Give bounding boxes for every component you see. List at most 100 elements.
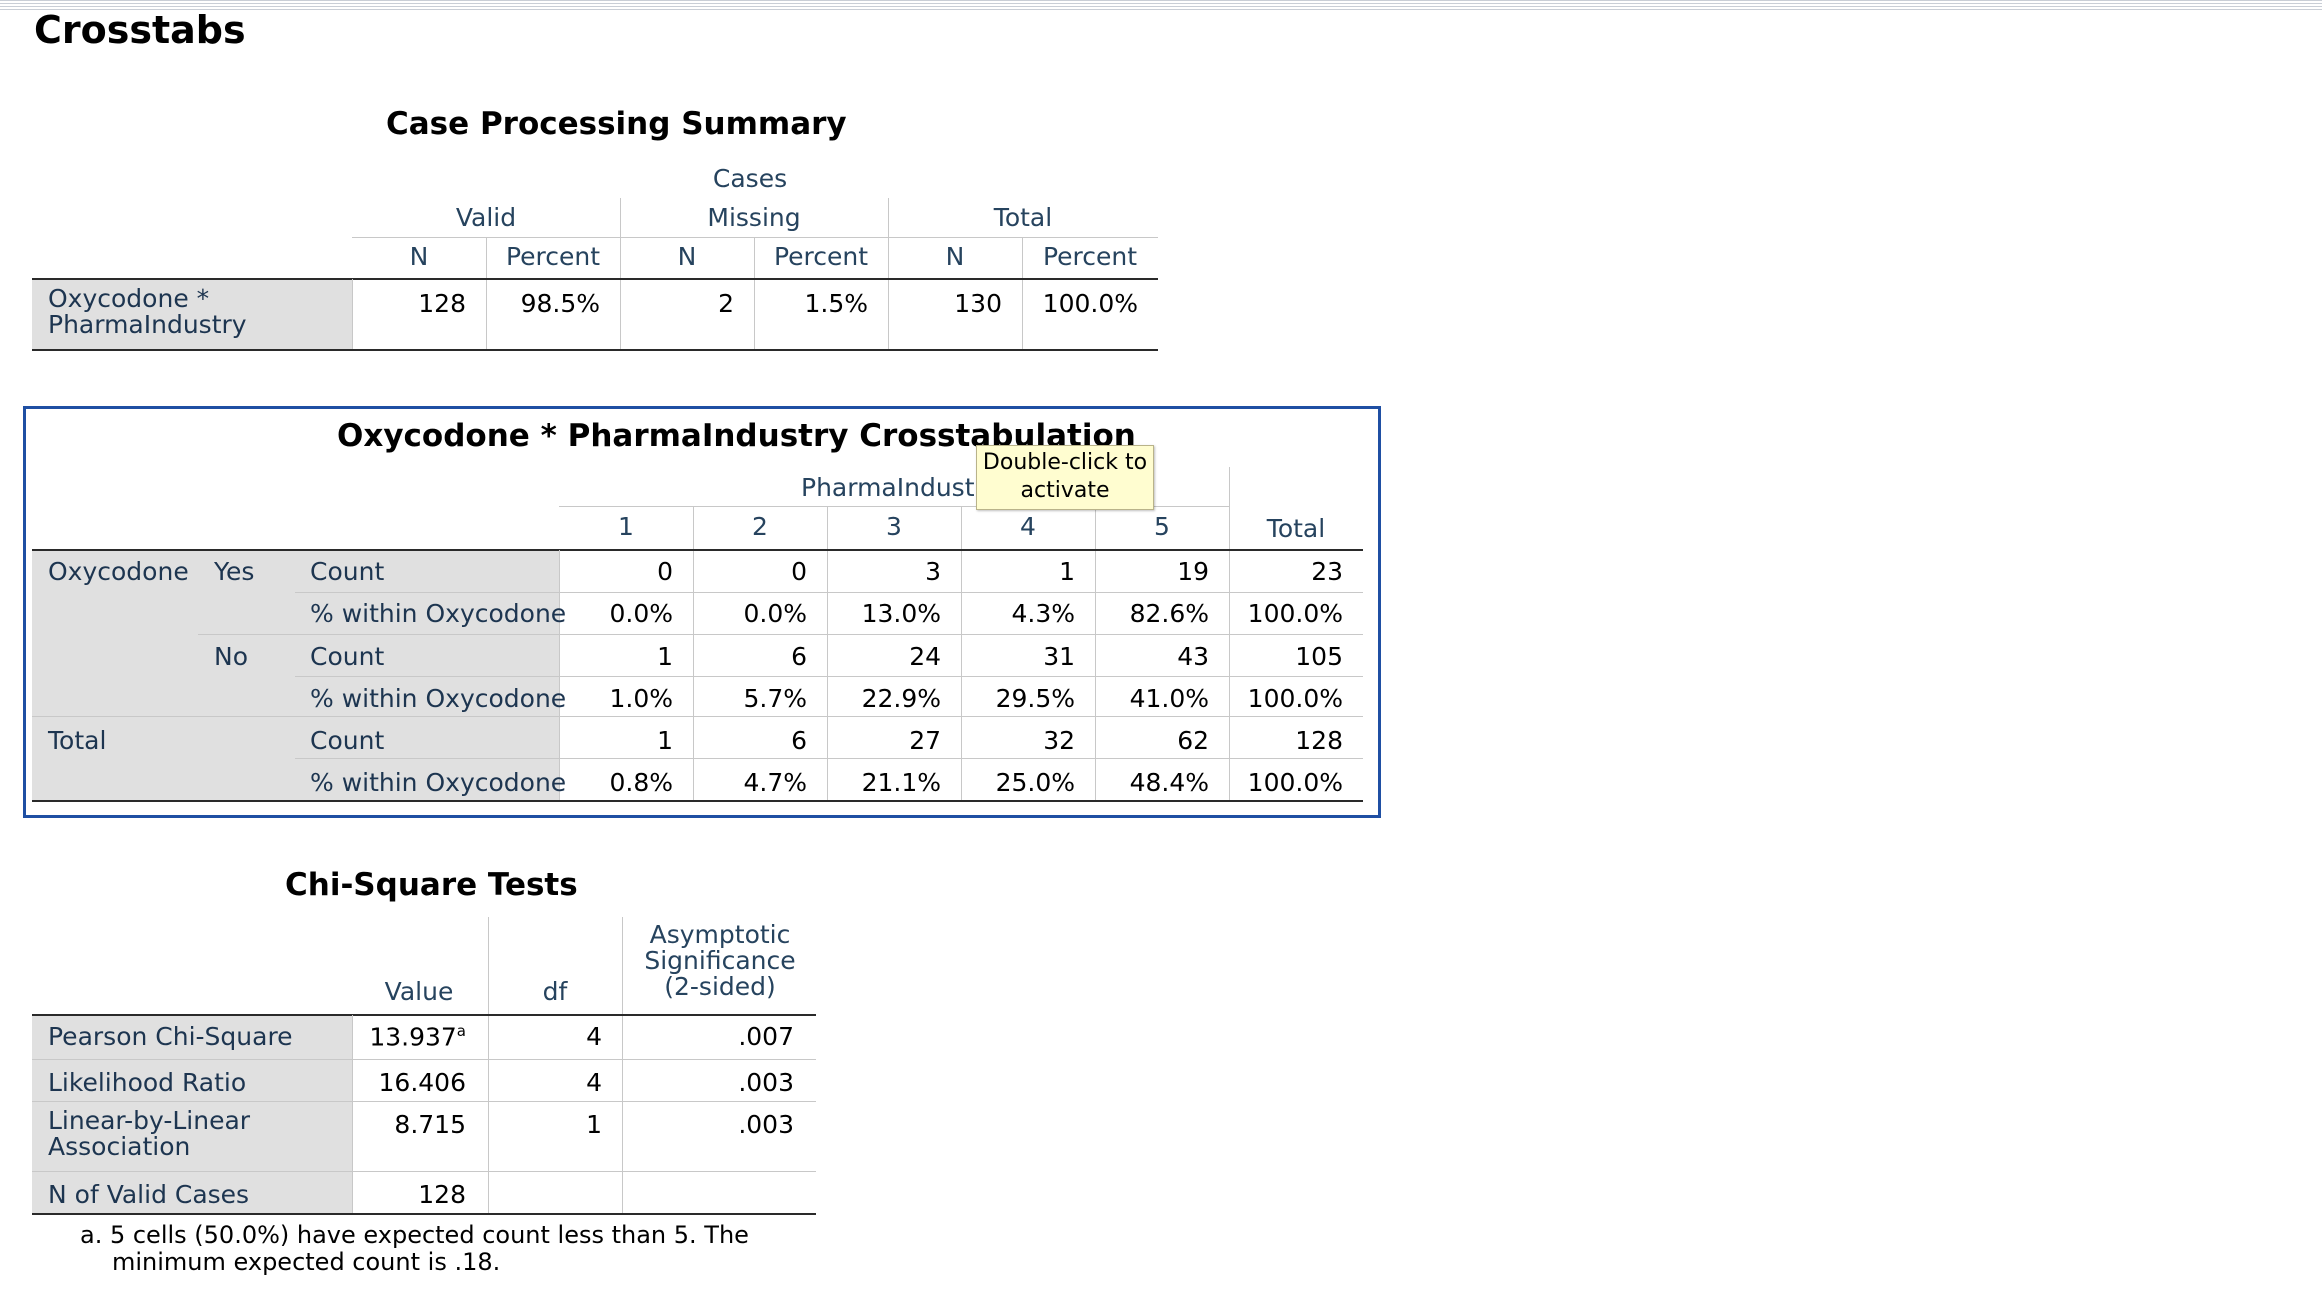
n-valid-value: 128 bbox=[418, 1180, 466, 1209]
stat-label-count: Count bbox=[310, 726, 385, 755]
likelihood-value: 16.406 bbox=[378, 1068, 466, 1097]
table-cell: 22.9% bbox=[861, 684, 941, 713]
row-label-n-valid: N of Valid Cases bbox=[48, 1180, 250, 1209]
divider bbox=[32, 278, 1158, 280]
divider bbox=[1022, 237, 1023, 350]
output-heading: Crosstabs bbox=[34, 8, 246, 52]
subheader-n-missing: N bbox=[677, 242, 697, 271]
table-cell: 0.8% bbox=[609, 768, 673, 797]
group-label-no: No bbox=[214, 642, 248, 671]
table-cell: 21.1% bbox=[861, 768, 941, 797]
divider bbox=[32, 716, 1363, 717]
table-cell: 100.0% bbox=[1247, 684, 1343, 713]
table-cell: 5.7% bbox=[743, 684, 807, 713]
col-header-4: 4 bbox=[1020, 512, 1036, 541]
subheader-n-valid: N bbox=[409, 242, 429, 271]
subheader-n-total: N bbox=[945, 242, 965, 271]
table-cell: 100.0% bbox=[1247, 768, 1343, 797]
table-cell: 6 bbox=[791, 726, 807, 755]
divider bbox=[32, 800, 1363, 802]
divider bbox=[32, 549, 1363, 551]
divider bbox=[32, 349, 1158, 351]
linear-df: 1 bbox=[586, 1110, 602, 1139]
table-cell: 27 bbox=[909, 726, 941, 755]
table-cell: 3 bbox=[925, 557, 941, 586]
pearson-df: 4 bbox=[586, 1022, 602, 1051]
valid-n-value: 128 bbox=[418, 289, 466, 318]
divider bbox=[32, 1213, 816, 1215]
table-cell: 62 bbox=[1177, 726, 1209, 755]
total-n-value: 130 bbox=[954, 289, 1002, 318]
table-cell: 4.3% bbox=[1011, 599, 1075, 628]
group-label-yes: Yes bbox=[214, 557, 255, 586]
divider bbox=[488, 917, 489, 1214]
case-summary-title: Case Processing Summary bbox=[386, 106, 847, 142]
missing-percent-value: 1.5% bbox=[804, 289, 868, 318]
pearson-value: 13.937a bbox=[369, 1022, 466, 1052]
pearson-sig: .007 bbox=[738, 1022, 794, 1051]
table-cell: 1 bbox=[1059, 557, 1075, 586]
table-cell: 24 bbox=[909, 642, 941, 671]
table-cell: 32 bbox=[1043, 726, 1075, 755]
divider bbox=[295, 676, 1363, 677]
table-cell: 0 bbox=[657, 557, 673, 586]
pharmaindustry-header: PharmaIndustry bbox=[801, 473, 1000, 502]
row-label-cell bbox=[32, 279, 352, 350]
col-header-3: 3 bbox=[886, 512, 902, 541]
cases-header: Cases bbox=[712, 164, 788, 193]
table-cell: 25.0% bbox=[995, 768, 1075, 797]
divider bbox=[827, 506, 828, 801]
table-cell: 13.0% bbox=[861, 599, 941, 628]
table-cell: 4.7% bbox=[743, 768, 807, 797]
stat-label-count: Count bbox=[310, 557, 385, 586]
valid-percent-value: 98.5% bbox=[520, 289, 600, 318]
divider bbox=[693, 506, 694, 801]
row-label-likelihood: Likelihood Ratio bbox=[48, 1068, 247, 1097]
case-row-label: Oxycodone * PharmaIndustry bbox=[48, 284, 247, 339]
table-cell: 100.0% bbox=[1247, 599, 1343, 628]
col-header-significance: Asymptotic Significance (2-sided) bbox=[644, 920, 796, 1001]
col-header-total: Total bbox=[1266, 514, 1326, 543]
divider bbox=[1095, 506, 1096, 801]
divider bbox=[198, 634, 1363, 635]
divider bbox=[620, 198, 621, 350]
divider bbox=[352, 1015, 353, 1214]
table-cell: 29.5% bbox=[995, 684, 1075, 713]
stat-label-percent: % within Oxycodone bbox=[310, 684, 567, 713]
row-labels-area bbox=[32, 550, 559, 801]
table-cell: 23 bbox=[1311, 557, 1343, 586]
valid-header: Valid bbox=[455, 203, 517, 232]
row-labels-area bbox=[32, 1015, 352, 1214]
window-top-border bbox=[0, 0, 2322, 12]
divider bbox=[295, 592, 1363, 593]
divider bbox=[961, 506, 962, 801]
subheader-percent-missing: Percent bbox=[773, 242, 869, 271]
table-cell: 128 bbox=[1295, 726, 1343, 755]
divider bbox=[295, 758, 1363, 759]
col-header-5: 5 bbox=[1154, 512, 1170, 541]
col-header-2: 2 bbox=[752, 512, 768, 541]
chi-square-title: Chi-Square Tests bbox=[285, 867, 578, 903]
table-cell: 31 bbox=[1043, 642, 1075, 671]
col-header-df: df bbox=[542, 977, 568, 1006]
table-cell: 1 bbox=[657, 642, 673, 671]
table-cell: 0.0% bbox=[743, 599, 807, 628]
var-label-oxycodone: Oxycodone bbox=[48, 557, 189, 586]
divider bbox=[754, 237, 755, 350]
row-label-pearson: Pearson Chi-Square bbox=[48, 1022, 293, 1051]
col-header-1: 1 bbox=[618, 512, 634, 541]
divider bbox=[32, 1059, 816, 1060]
divider bbox=[559, 550, 560, 801]
linear-sig: .003 bbox=[738, 1110, 794, 1139]
footnote-marker: a bbox=[456, 1022, 466, 1040]
divider bbox=[622, 917, 623, 1214]
crosstab-selection-frame[interactable] bbox=[23, 406, 1381, 818]
stat-label-count: Count bbox=[310, 642, 385, 671]
missing-header: Missing bbox=[707, 203, 801, 232]
chi-square-footnote: a. 5 cells (50.0%) have expected count l… bbox=[80, 1221, 749, 1276]
stat-label-percent: % within Oxycodone bbox=[310, 768, 567, 797]
total-row-label: Total bbox=[48, 726, 107, 755]
divider bbox=[559, 506, 1229, 507]
divider bbox=[32, 1101, 816, 1102]
stat-label-percent: % within Oxycodone bbox=[310, 599, 567, 628]
